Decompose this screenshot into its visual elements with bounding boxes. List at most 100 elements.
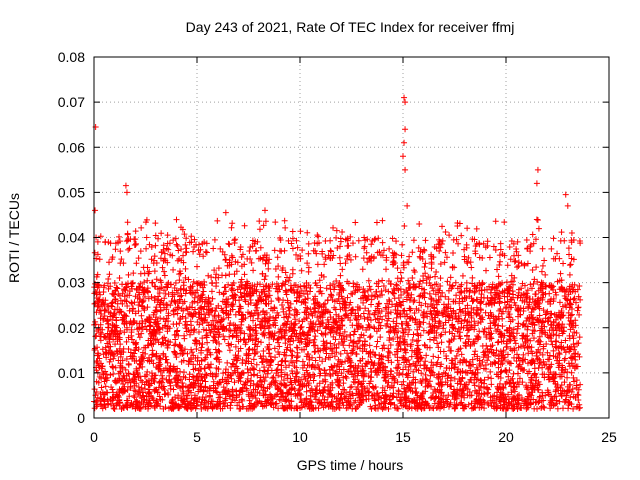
data-point xyxy=(400,298,407,305)
data-point xyxy=(165,310,172,317)
data-point xyxy=(571,295,578,302)
data-point xyxy=(284,299,291,306)
data-point xyxy=(367,354,374,361)
data-point xyxy=(191,294,198,301)
data-point xyxy=(549,341,556,348)
data-point xyxy=(253,247,260,254)
data-point xyxy=(523,236,530,243)
data-point xyxy=(213,271,220,278)
data-point xyxy=(346,355,353,362)
data-point xyxy=(516,391,523,398)
data-point xyxy=(422,237,429,244)
data-point xyxy=(256,218,263,225)
data-point xyxy=(514,264,521,271)
data-point xyxy=(348,383,355,390)
data-point xyxy=(518,260,525,267)
data-point xyxy=(313,250,320,257)
data-point xyxy=(352,397,359,404)
data-point xyxy=(556,299,563,306)
data-point xyxy=(531,300,538,307)
data-point xyxy=(399,371,406,378)
data-point xyxy=(417,354,424,361)
data-point xyxy=(568,255,575,262)
data-point xyxy=(366,342,373,349)
data-point xyxy=(336,405,343,412)
data-point xyxy=(136,283,143,290)
data-point xyxy=(248,372,255,379)
data-point xyxy=(160,242,167,249)
data-point xyxy=(244,375,251,382)
data-point xyxy=(321,367,328,374)
data-point xyxy=(314,383,321,390)
data-point xyxy=(224,359,231,366)
data-point xyxy=(410,237,417,244)
data-point xyxy=(476,254,483,261)
data-point xyxy=(159,375,166,382)
data-point xyxy=(447,314,454,321)
data-point xyxy=(136,364,143,371)
data-point xyxy=(239,369,246,376)
data-point xyxy=(312,357,319,364)
data-point xyxy=(232,311,239,318)
data-point xyxy=(260,348,267,355)
data-point xyxy=(184,306,191,313)
data-point xyxy=(276,247,283,254)
data-point xyxy=(402,402,409,409)
data-point xyxy=(338,370,345,377)
data-point xyxy=(401,222,408,229)
data-point xyxy=(435,374,442,381)
data-point xyxy=(157,355,164,362)
data-point xyxy=(191,326,198,333)
data-point xyxy=(263,292,270,299)
data-point xyxy=(226,271,233,278)
data-point xyxy=(246,310,253,317)
data-point xyxy=(232,236,239,243)
data-point xyxy=(401,385,408,392)
data-point xyxy=(314,299,321,306)
data-point xyxy=(337,260,344,267)
data-point xyxy=(182,274,189,281)
data-point xyxy=(215,302,222,309)
data-point xyxy=(409,274,416,281)
data-point xyxy=(135,383,142,390)
data-point xyxy=(155,296,162,303)
data-point xyxy=(560,260,567,267)
data-point xyxy=(360,299,367,306)
data-point xyxy=(221,336,228,343)
data-point xyxy=(228,341,235,348)
data-point xyxy=(567,354,574,361)
data-point xyxy=(141,293,148,300)
data-point xyxy=(534,278,541,285)
data-point xyxy=(124,231,131,238)
data-point xyxy=(269,374,276,381)
data-point xyxy=(410,368,417,375)
data-point xyxy=(360,310,367,317)
data-point xyxy=(511,258,518,265)
data-point xyxy=(492,246,499,253)
data-point xyxy=(107,371,114,378)
data-point xyxy=(548,245,555,252)
data-point xyxy=(305,240,312,247)
data-point xyxy=(291,322,298,329)
data-point xyxy=(315,318,322,325)
data-point xyxy=(137,248,144,255)
data-point xyxy=(248,259,255,266)
data-point xyxy=(566,251,573,258)
data-point xyxy=(475,383,482,390)
data-points xyxy=(91,94,584,412)
data-point xyxy=(481,405,488,412)
data-point xyxy=(170,266,177,273)
data-point xyxy=(174,243,181,250)
data-point xyxy=(577,381,584,388)
data-point xyxy=(401,338,408,345)
data-point xyxy=(226,347,233,354)
data-point xyxy=(298,323,305,330)
data-point xyxy=(550,235,557,242)
data-point xyxy=(237,289,244,296)
data-point xyxy=(453,292,460,299)
data-point xyxy=(239,251,246,258)
data-point xyxy=(573,377,580,384)
data-point xyxy=(288,398,295,405)
data-point xyxy=(110,370,117,377)
data-point xyxy=(327,247,334,254)
